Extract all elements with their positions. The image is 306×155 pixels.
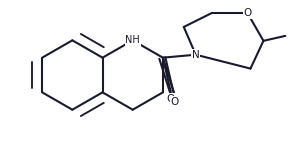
Text: O: O bbox=[171, 97, 179, 107]
Text: NH: NH bbox=[125, 35, 140, 45]
Text: O: O bbox=[167, 94, 175, 104]
Text: N: N bbox=[192, 50, 200, 60]
Text: O: O bbox=[243, 8, 252, 18]
Text: NH: NH bbox=[125, 35, 140, 45]
